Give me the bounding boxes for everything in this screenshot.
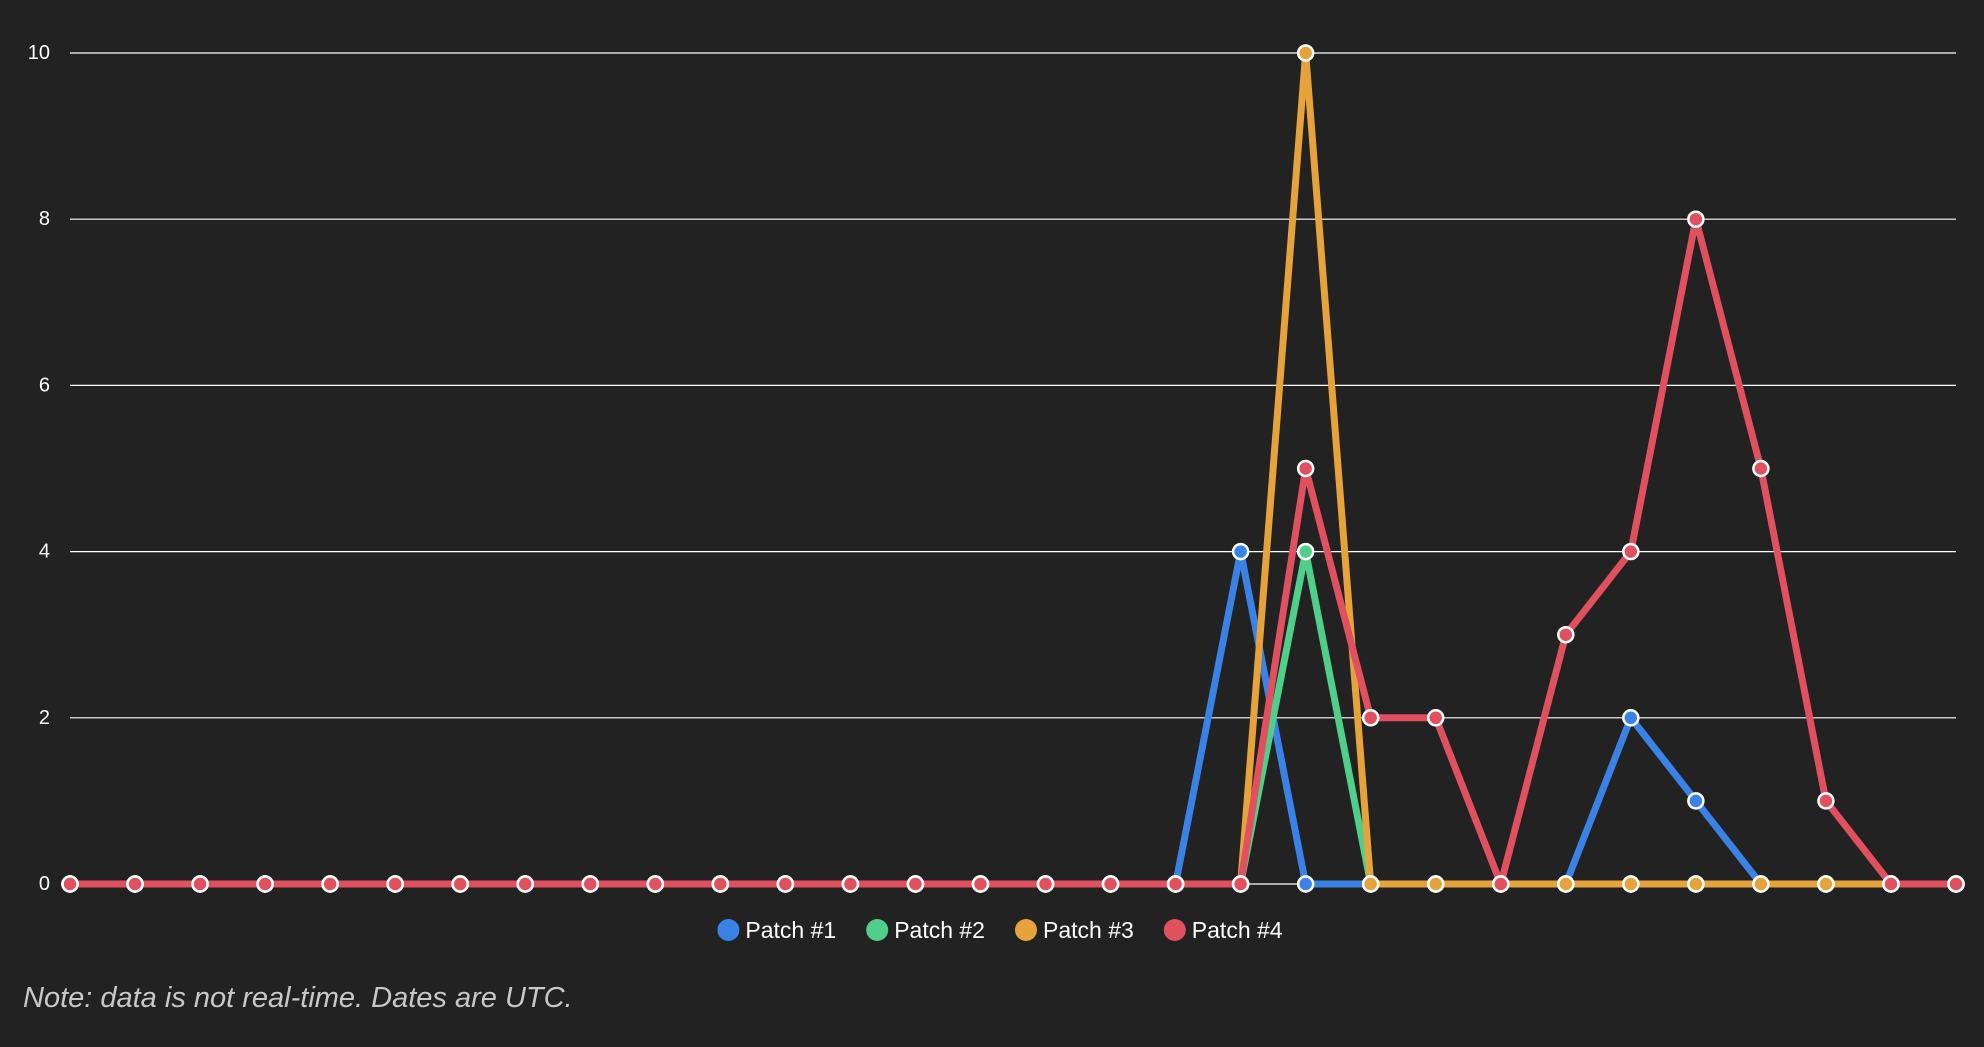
legend-swatch-patch-4 (1163, 919, 1186, 941)
legend-label-patch-4: Patch #4 (1192, 917, 1283, 943)
point-patch-4-21[interactable] (1426, 709, 1445, 727)
point-patch-4-7[interactable] (516, 875, 534, 893)
point-patch-4-16[interactable] (1101, 875, 1120, 893)
point-patch-4-11[interactable] (776, 875, 795, 893)
point-patch-4-23[interactable] (1557, 625, 1575, 644)
point-patch-4-4[interactable] (321, 875, 339, 893)
series-line-patch-3[interactable] (66, 49, 1960, 888)
legend-item-patch-1[interactable]: Patch #1 (717, 917, 836, 943)
legend-swatch-patch-1 (717, 919, 740, 941)
point-patch-3-19[interactable] (1296, 44, 1315, 62)
legend-label-patch-2: Patch #2 (894, 917, 985, 943)
legend-item-patch-2[interactable]: Patch #2 (866, 917, 985, 943)
point-patch-4-3[interactable] (256, 875, 274, 893)
point-patch-4-6[interactable] (451, 875, 469, 893)
point-patch-4-13[interactable] (906, 875, 925, 893)
point-patch-1-18[interactable] (1231, 542, 1250, 561)
y-tick-label-10: 10 (28, 42, 50, 64)
point-patch-4-12[interactable] (841, 875, 860, 893)
point-patch-3-24[interactable] (1622, 875, 1640, 893)
point-patch-2-19[interactable] (1296, 542, 1315, 561)
point-patch-3-23[interactable] (1557, 875, 1575, 893)
point-patch-4-27[interactable] (1817, 792, 1835, 810)
point-patch-4-18[interactable] (1231, 875, 1250, 893)
point-patch-4-0[interactable] (61, 875, 79, 893)
legend-label-patch-1: Patch #1 (745, 917, 836, 943)
point-patch-4-2[interactable] (191, 875, 209, 893)
point-patch-4-28[interactable] (1882, 875, 1900, 893)
legend-item-patch-3[interactable]: Patch #3 (1015, 917, 1134, 943)
point-patch-3-21[interactable] (1426, 875, 1445, 893)
legend-swatch-patch-3 (1015, 919, 1037, 941)
point-patch-1-19[interactable] (1296, 875, 1315, 893)
point-patch-4-1[interactable] (126, 875, 144, 893)
y-tick-label-8: 8 (39, 208, 50, 230)
point-patch-4-15[interactable] (1036, 875, 1055, 893)
point-patch-4-14[interactable] (971, 875, 990, 893)
y-tick-label-2: 2 (39, 707, 50, 729)
point-patch-3-25[interactable] (1687, 875, 1705, 893)
y-tick-label-0: 0 (39, 873, 50, 895)
point-patch-3-27[interactable] (1817, 875, 1835, 893)
footnote: Note: data is not real-time. Dates are U… (23, 982, 573, 1014)
point-patch-4-9[interactable] (646, 875, 665, 893)
legend-item-patch-4[interactable]: Patch #4 (1163, 917, 1283, 943)
point-patch-4-8[interactable] (581, 875, 600, 893)
point-patch-3-26[interactable] (1752, 875, 1770, 893)
point-patch-4-25[interactable] (1687, 210, 1705, 228)
point-patch-4-22[interactable] (1492, 875, 1510, 893)
series-layer (61, 44, 1965, 893)
point-patch-4-20[interactable] (1361, 709, 1380, 727)
point-patch-1-24[interactable] (1622, 709, 1640, 727)
point-patch-4-17[interactable] (1166, 875, 1185, 893)
point-patch-4-29[interactable] (1947, 875, 1965, 893)
point-patch-4-24[interactable] (1622, 542, 1640, 561)
legend-swatch-patch-2 (866, 919, 889, 941)
legend[interactable]: Patch #1 Patch #2 Patch #3 Patch #4 (717, 917, 1283, 943)
legend-label-patch-3: Patch #3 (1043, 917, 1134, 943)
point-patch-1-25[interactable] (1687, 792, 1705, 810)
grid-layer (70, 52, 1956, 885)
y-tick-label-6: 6 (39, 374, 50, 396)
y-tick-label-4: 4 (39, 541, 50, 563)
point-patch-4-5[interactable] (386, 875, 404, 893)
point-patch-4-26[interactable] (1752, 459, 1770, 478)
series-line-patch-4[interactable] (66, 215, 1960, 888)
point-patch-3-20[interactable] (1361, 875, 1380, 893)
point-patch-4-19[interactable] (1296, 459, 1315, 478)
point-patch-4-10[interactable] (711, 875, 730, 893)
